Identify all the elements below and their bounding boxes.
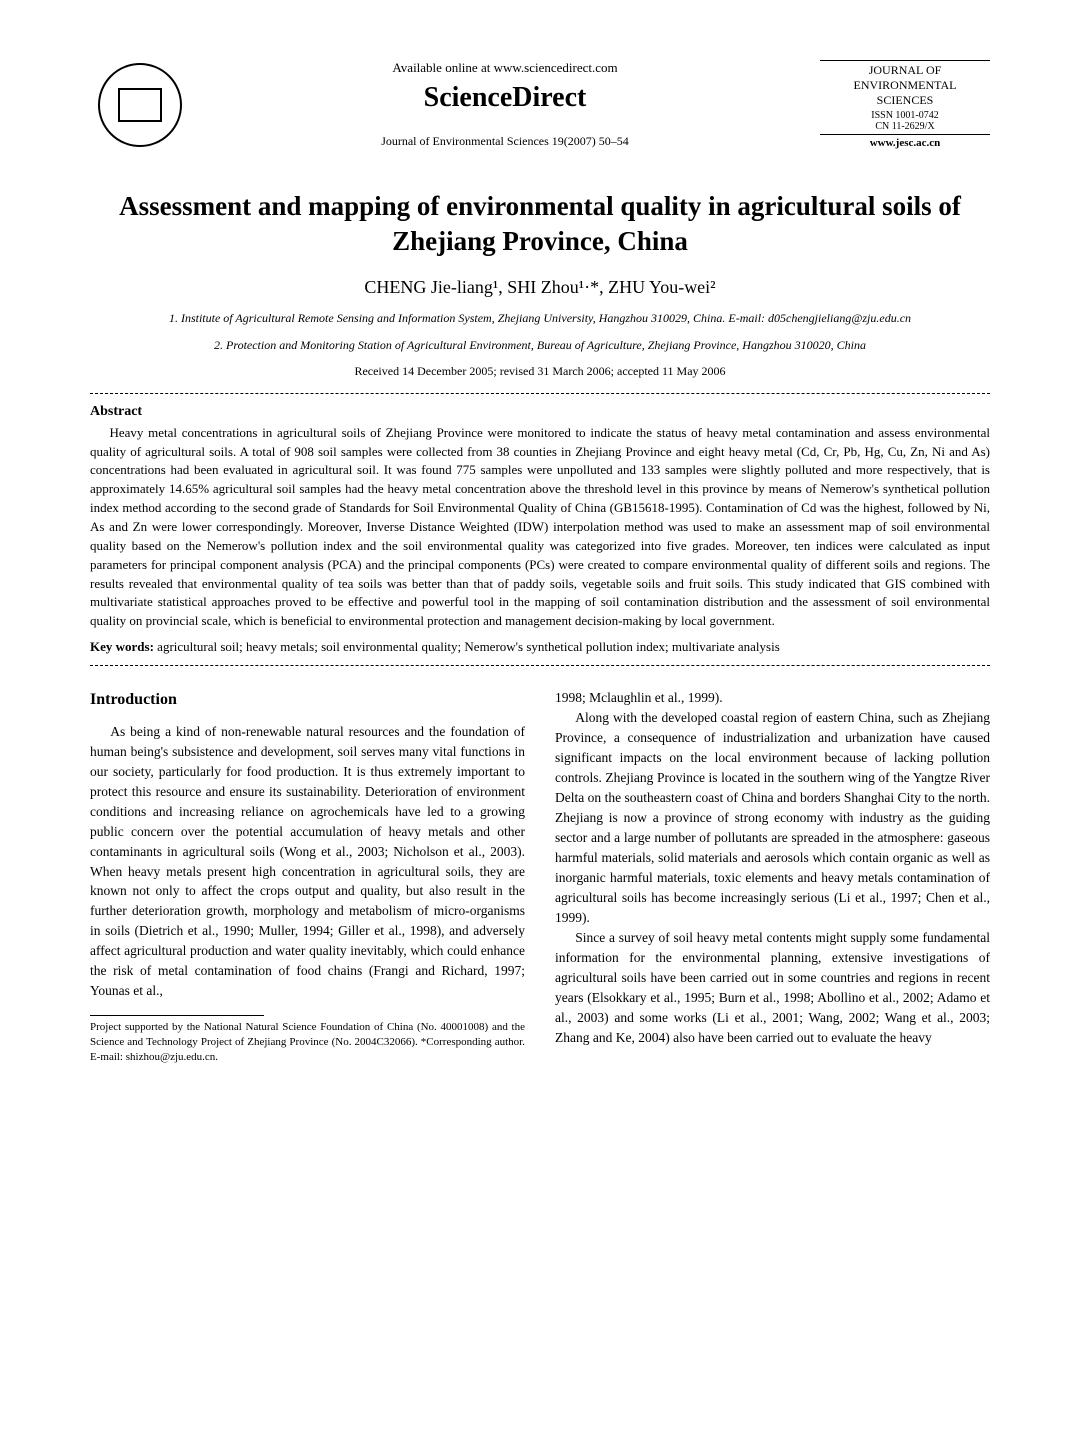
journal-issue-line: Journal of Environmental Sciences 19(200…: [190, 134, 820, 149]
affiliation-2: 2. Protection and Monitoring Station of …: [90, 337, 990, 354]
footnote-rule: [90, 1015, 264, 1016]
sciencedirect-logo: ScienceDirect: [190, 82, 820, 114]
available-online-text: Available online at www.sciencedirect.co…: [190, 60, 820, 76]
journal-name-3: SCIENCES: [820, 93, 990, 108]
received-line: Received 14 December 2005; revised 31 Ma…: [90, 364, 990, 379]
affiliation-1: 1. Institute of Agricultural Remote Sens…: [90, 310, 990, 327]
keywords-label: Key words:: [90, 639, 154, 654]
keywords-body: agricultural soil; heavy metals; soil en…: [154, 639, 780, 654]
col2-para2: Since a survey of soil heavy metal conte…: [555, 928, 990, 1048]
journal-url: www.jesc.ac.cn: [820, 137, 990, 149]
introduction-heading: Introduction: [90, 688, 525, 712]
jes-logo-inner: [118, 88, 162, 122]
col2-para0: 1998; Mclaughlin et al., 1999).: [555, 688, 990, 708]
jes-logo-circle: [98, 63, 182, 147]
column-right: 1998; Mclaughlin et al., 1999). Along wi…: [555, 688, 990, 1065]
abstract-heading: Abstract: [90, 404, 990, 420]
journal-box: JOURNAL OF ENVIRONMENTAL SCIENCES ISSN 1…: [820, 60, 990, 149]
jes-logo: [90, 63, 190, 147]
abstract-body: Heavy metal concentrations in agricultur…: [90, 424, 990, 631]
journal-name-2: ENVIRONMENTAL: [820, 78, 990, 93]
dash-rule-top: [90, 393, 990, 394]
header-row: Available online at www.sciencedirect.co…: [90, 60, 990, 149]
article-title: Assessment and mapping of environmental …: [90, 189, 990, 259]
keywords-line: Key words: agricultural soil; heavy meta…: [90, 639, 990, 655]
authors-line: CHENG Jie-liang¹, SHI Zhou¹·*, ZHU You-w…: [90, 277, 990, 298]
column-left: Introduction As being a kind of non-rene…: [90, 688, 525, 1065]
center-header: Available online at www.sciencedirect.co…: [190, 60, 820, 149]
col1-para1: As being a kind of non-renewable natural…: [90, 722, 525, 1002]
footnote-text: Project supported by the National Natura…: [90, 1020, 525, 1065]
body-columns: Introduction As being a kind of non-rene…: [90, 688, 990, 1065]
page-root: Available online at www.sciencedirect.co…: [0, 0, 1080, 1105]
journal-name-1: JOURNAL OF: [820, 60, 990, 78]
cn-text: CN 11-2629/X: [820, 121, 990, 135]
col2-para1: Along with the developed coastal region …: [555, 708, 990, 928]
issn-text: ISSN 1001-0742: [820, 110, 990, 121]
dash-rule-bottom: [90, 665, 990, 666]
